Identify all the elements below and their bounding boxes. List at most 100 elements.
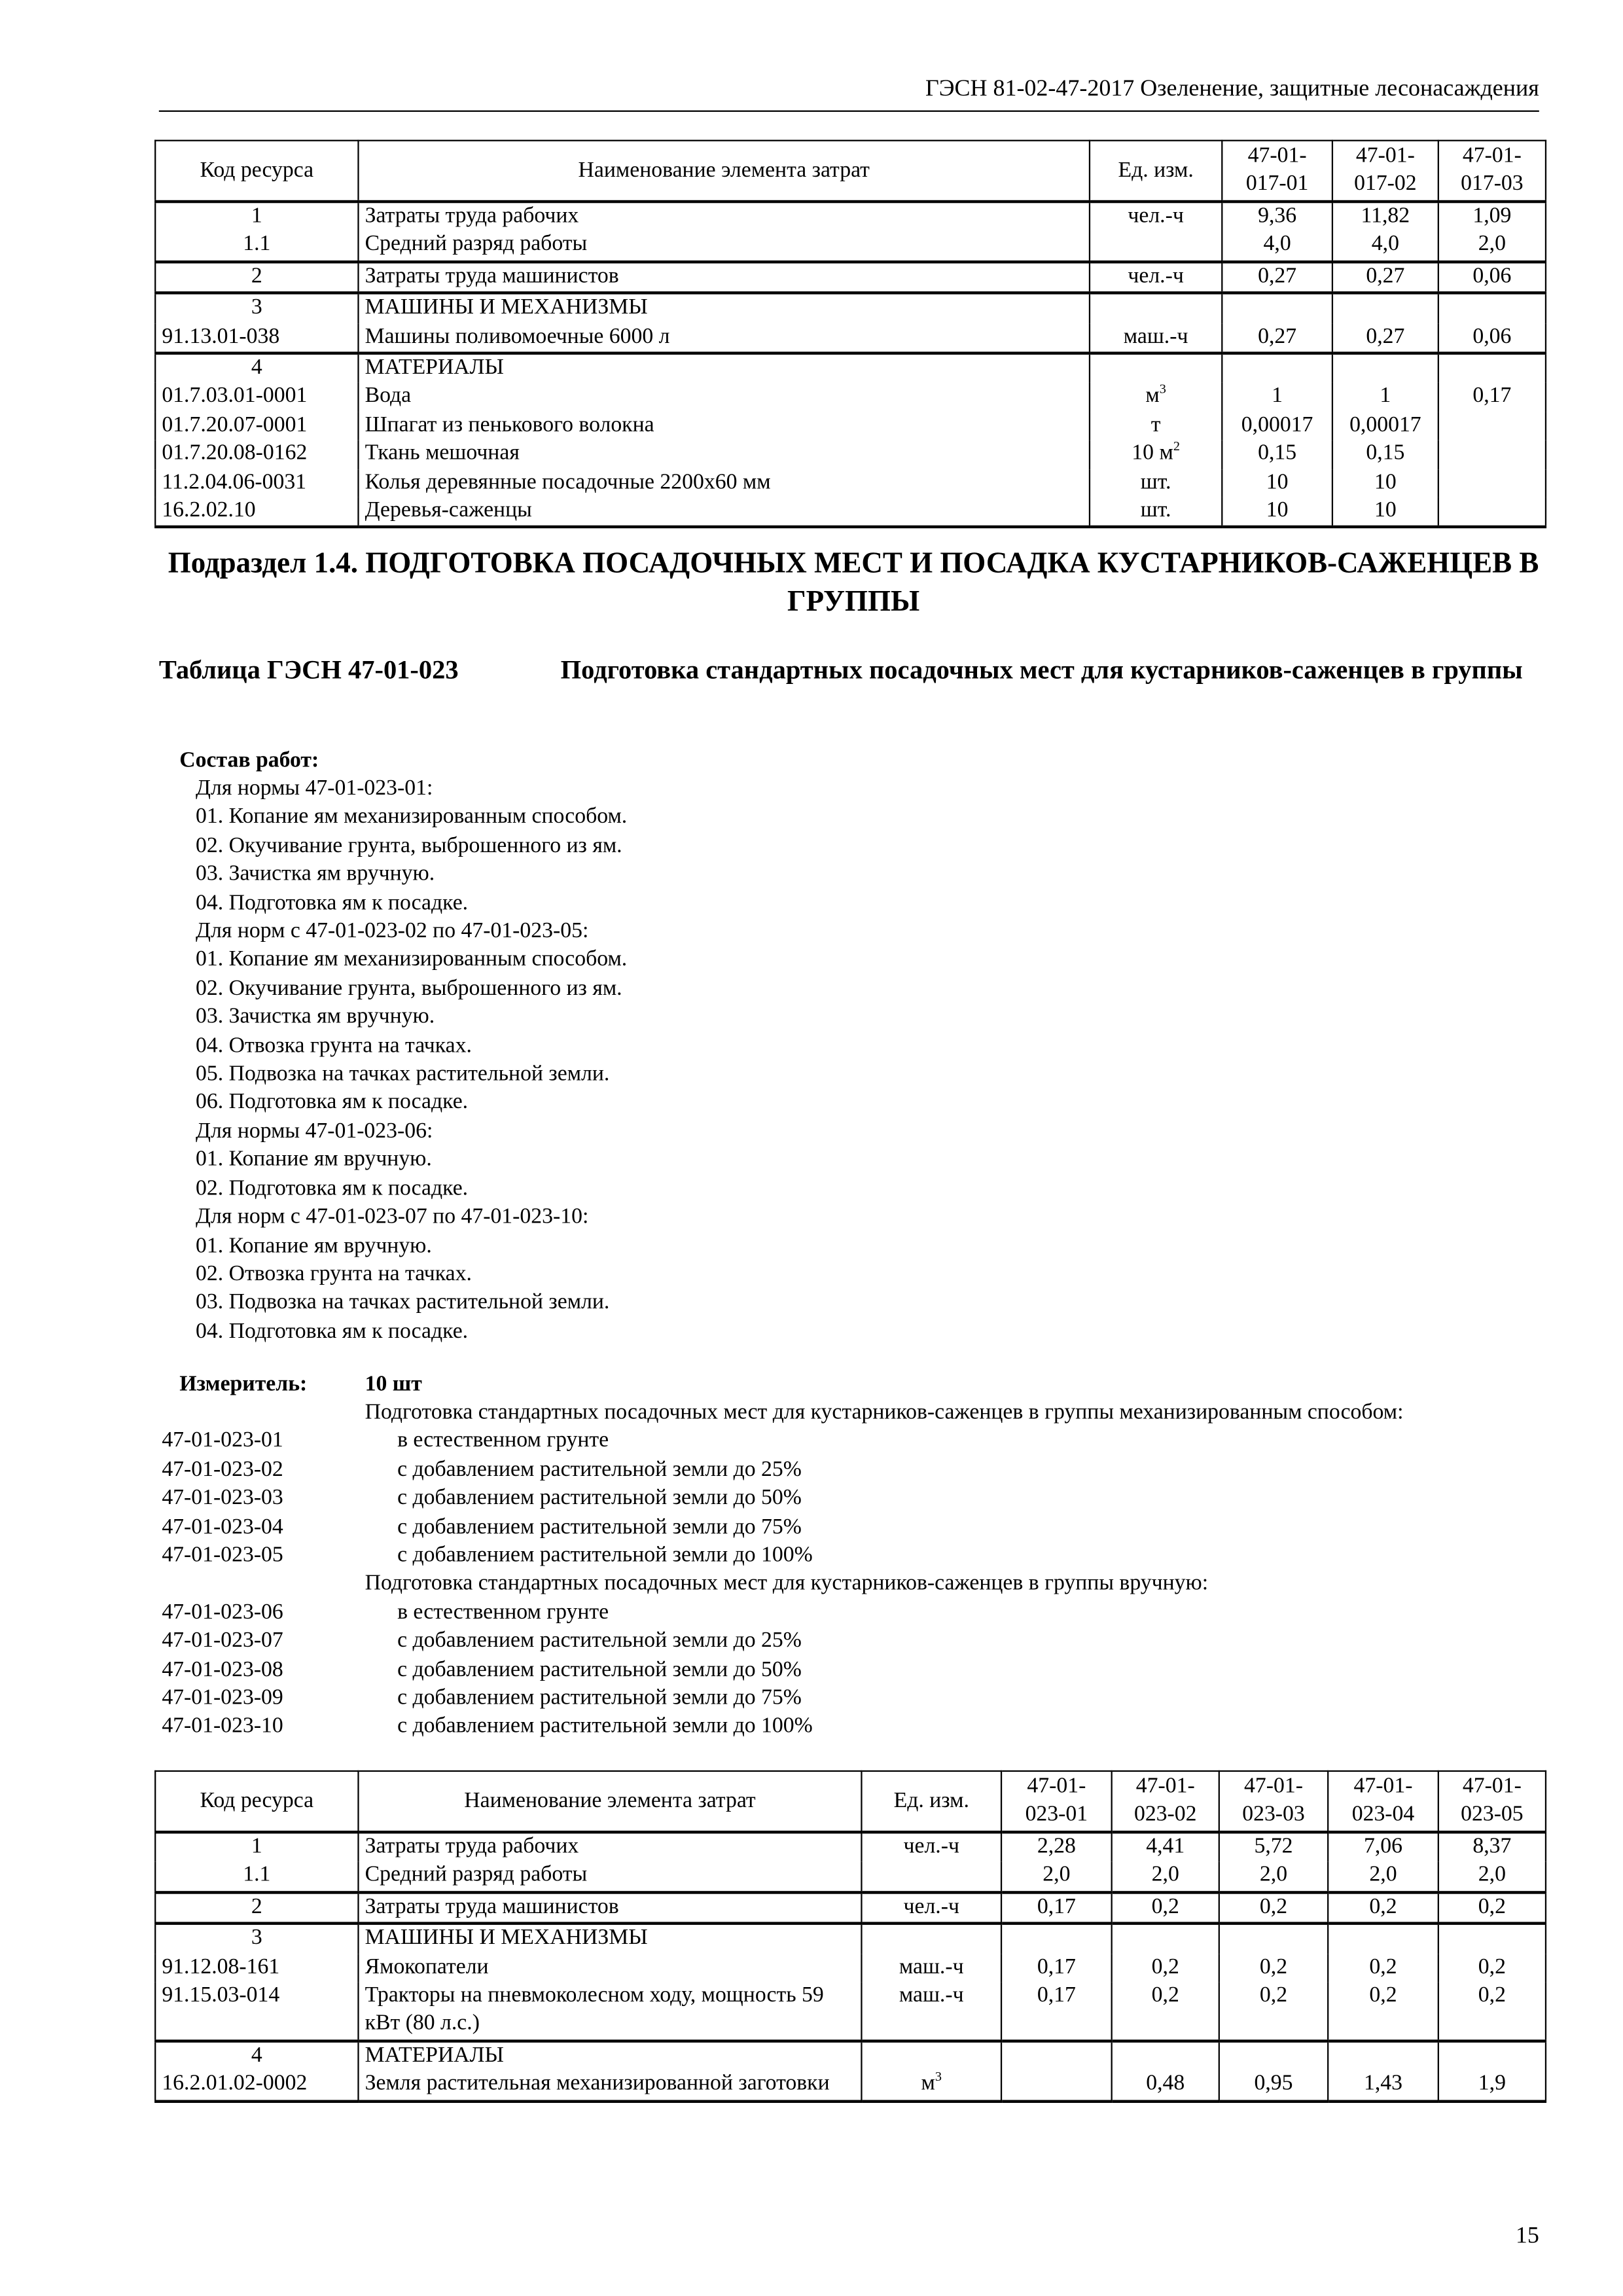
norm-value [1437, 1922, 1547, 1954]
column-header: 47-01- 017-01 [1221, 139, 1334, 204]
unit [861, 1922, 1003, 1954]
norm-description: с добавлением растительной земли до 75% [397, 1515, 802, 1539]
unit: т [1088, 412, 1223, 440]
section-heading: МАТЕРИАЛЫ [357, 2039, 863, 2072]
norm-value [1000, 1922, 1113, 1954]
norm-code: 47-01-023-04 [162, 1515, 283, 1539]
table-row: 4 МАТЕРИАЛЫ [154, 351, 1547, 384]
norm-value: 2,28 [1000, 1832, 1113, 1863]
norm-value: 4,0 [1221, 231, 1334, 262]
norm-code: 47-01-023-03 [162, 1486, 283, 1511]
resource-code: 3 [154, 291, 359, 323]
unit: шт. [1088, 469, 1223, 498]
norm-value: 0,17 [1000, 1982, 1113, 2041]
cost-element-name: Машины поливомоечные 6000 л [357, 323, 1091, 353]
running-header: ГЭСН 81-02-47-2017 Озеленение, защитные … [925, 76, 1539, 102]
norm-value: 2,0 [1437, 1862, 1547, 1893]
norm-value: 0,2 [1218, 1954, 1329, 1982]
norm-value: 0,2 [1327, 1982, 1439, 2041]
norm-value: 0,06 [1437, 260, 1547, 293]
unit: шт. [1088, 497, 1223, 529]
norm-value: 0,95 [1218, 2071, 1329, 2103]
norm-value: 0,2 [1327, 1890, 1439, 1924]
norm-value: 1,43 [1327, 2071, 1439, 2103]
composition-line: 03. Зачистка ям вручную. [196, 863, 435, 887]
norm-code: 47-01-023-02 [162, 1458, 283, 1482]
norm-item: Подготовка стандартных посадочных мест д… [0, 1571, 1623, 1600]
norm-value [1437, 351, 1547, 384]
composition-line: 02. Отвозка грунта на тачках. [196, 1262, 472, 1286]
composition-line: 03. Зачистка ям вручную. [196, 1005, 435, 1030]
norm-code: 47-01-023-09 [162, 1686, 283, 1710]
header-row: Код ресурса Наименование элемента затрат Е… [154, 139, 1547, 204]
norm-value [1111, 2039, 1220, 2072]
norm-item: 47-01-023-05 с добавлением растительной з… [0, 1542, 1623, 1571]
norm-value: 0,27 [1221, 260, 1334, 293]
cost-element-name: Средний разряд работы [357, 1862, 863, 1893]
cost-element-name: Ямокопатели [357, 1954, 863, 1982]
composition-line: Для нормы 47-01-023-01: [196, 777, 433, 801]
composition-line: 04. Подготовка ям к посадке. [196, 891, 469, 915]
norm-value: 0,2 [1111, 1954, 1220, 1982]
unit [861, 2039, 1003, 2072]
column-header: 47-01- 023-05 [1437, 1770, 1547, 1834]
norm-item: 47-01-023-04 с добавлением растительной з… [0, 1514, 1623, 1543]
norm-group-heading: Подготовка стандартных посадочных мест д… [365, 1401, 1404, 1425]
column-header: 47-01- 023-03 [1218, 1770, 1329, 1834]
norm-value [1327, 1922, 1439, 1954]
norm-value: 0,27 [1331, 323, 1439, 353]
composition-line: 03. Подвозка на тачках растительной земл… [196, 1291, 610, 1315]
header-row: Код ресурса Наименование элемента затрат Е… [154, 1770, 1547, 1834]
composition-line: 04. Отвозка грунта на тачках. [196, 1033, 472, 1058]
unit-text: маш.-ч [899, 1983, 964, 2007]
cost-element-name: Затраты труда рабочих [357, 1832, 863, 1863]
cost-element-name: Средний разряд работы [357, 231, 1091, 262]
composition-line: 01. Копание ям механизированным способом… [196, 805, 628, 829]
table-row: 01.7.20.08-0162 Ткань мешочная 10 м2 0,15 0,… [154, 440, 1547, 469]
composition-line: Для нормы 47-01-023-06: [196, 1119, 433, 1143]
norm-description: с добавлением растительной земли до 75% [397, 1686, 802, 1710]
cost-element-name: Затраты труда машинистов [357, 260, 1091, 293]
resource-code: 4 [154, 2039, 359, 2072]
unit-text: чел.-ч [1128, 204, 1184, 228]
norm-value [1000, 2071, 1113, 2103]
composition-line: 02. Окучивание грунта, выброшенного из я… [196, 834, 622, 858]
unit: м3 [1088, 382, 1223, 412]
resource-code: 91.12.08-161 [154, 1954, 359, 1982]
norm-item: 47-01-023-06 в естественном грунте [0, 1599, 1623, 1628]
unit-text: м [921, 2072, 935, 2096]
norm-value: 1 [1331, 383, 1439, 412]
unit-text: чел.-ч [903, 1835, 959, 1859]
unit: маш.-ч [861, 1954, 1003, 1982]
column-header: Ед. изм. [1088, 139, 1223, 204]
table-row: 1.1 Средний разряд работы 2,0 2,0 2,0 2,0 2,0 [154, 1862, 1547, 1893]
norm-description: с добавлением растительной земли до 50% [397, 1486, 802, 1511]
page-number: 15 [1515, 2223, 1539, 2249]
resource-code: 11.2.04.06-0031 [154, 469, 359, 498]
norm-value: 0,06 [1437, 323, 1547, 353]
unit [1088, 351, 1223, 384]
norm-item: 47-01-023-02 с добавлением растительной з… [0, 1456, 1623, 1485]
table-row: 4 МАТЕРИАЛЫ [154, 2039, 1547, 2072]
norm-value [1218, 2039, 1329, 2072]
norm-value: 0,17 [1000, 1954, 1113, 1982]
composition-line: 01. Копание ям вручную. [196, 1148, 432, 1172]
unit: чел.-ч [861, 1832, 1003, 1863]
table-row: 91.15.03-014 Тракторы на пневмоколесном х… [154, 1982, 1547, 2041]
norm-value: 10 [1331, 469, 1439, 498]
norm-code: 47-01-023-08 [162, 1657, 283, 1681]
column-header: 47-01- 023-01 [1000, 1770, 1113, 1834]
unit-exponent: 3 [1159, 382, 1166, 397]
table-row: 2 Затраты труда машинистов чел.-ч 0,17 0,2 0,… [154, 1890, 1547, 1924]
norm-value [1000, 2039, 1113, 2072]
unit-text: чел.-ч [903, 1895, 959, 1919]
norm-value: 0,00017 [1331, 412, 1439, 440]
section-heading: МАТЕРИАЛЫ [357, 351, 1091, 384]
cost-element-name: Тракторы на пневмоколесном ходу, мощност… [357, 1982, 863, 2041]
norm-value [1437, 291, 1547, 323]
norm-item: 47-01-023-09 с добавлением растительной з… [0, 1685, 1623, 1713]
column-header: 47-01- 023-02 [1111, 1770, 1220, 1834]
table-row: 16.2.02.10 Деревья-саженцы шт. 10 10 [154, 497, 1547, 529]
composition-list: Для нормы 47-01-023-01: 01. Копание ям ме… [196, 776, 627, 1347]
resource-code: 91.13.01-038 [154, 323, 359, 353]
